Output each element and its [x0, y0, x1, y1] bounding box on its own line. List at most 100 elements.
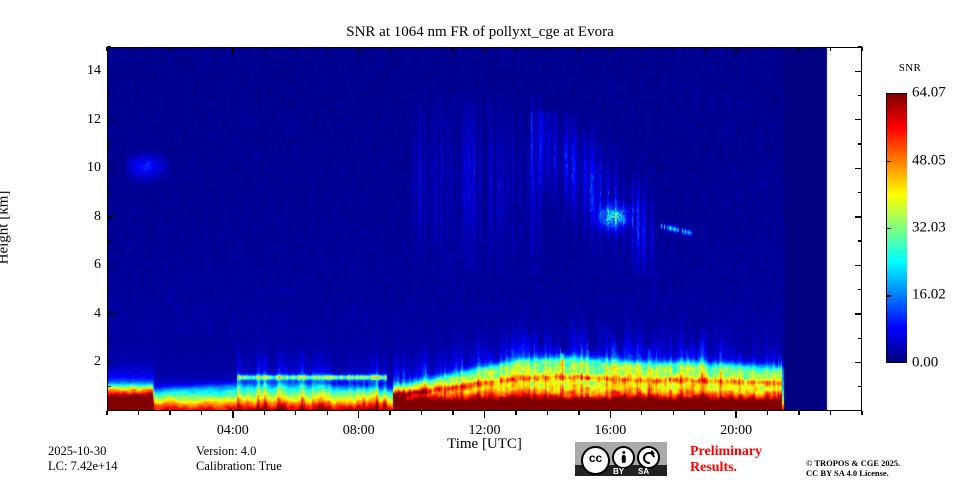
x-tick-mark-top	[735, 47, 737, 54]
date-label: 2025-10-30	[48, 444, 107, 458]
y-tick-label: 12	[87, 111, 101, 127]
colorbar-gradient	[887, 94, 907, 362]
y-tick-mark	[855, 264, 862, 267]
x-tick-mark-top	[515, 47, 517, 51]
y-tick-mark	[858, 386, 862, 388]
x-tick-mark-top	[672, 47, 674, 51]
x-axis-label: Time [UTC]	[447, 436, 522, 452]
x-tick-mark-top	[704, 47, 706, 51]
y-tick-mark	[107, 143, 111, 145]
x-tick-mark	[483, 411, 486, 418]
x-tick-mark	[389, 411, 391, 415]
cc-badge-bar	[575, 465, 667, 476]
x-tick-mark-top	[200, 47, 203, 51]
y-tick-mark	[107, 46, 111, 48]
y-tick-mark	[858, 240, 862, 242]
x-tick-mark	[452, 411, 454, 415]
attribution-person-icon	[612, 446, 635, 469]
x-tick-mark	[232, 411, 234, 418]
y-tick-mark	[855, 119, 862, 121]
preliminary-results-note: Preliminary Results.	[690, 444, 762, 476]
y-tick-mark	[855, 313, 862, 315]
x-tick-mark-top	[295, 47, 297, 51]
y-tick-mark	[107, 361, 114, 364]
y-tick-mark	[858, 94, 862, 97]
x-tick-mark	[357, 411, 360, 418]
y-tick-mark	[107, 337, 111, 339]
x-tick-mark-top	[766, 47, 769, 51]
y-tick-label: 8	[94, 208, 101, 224]
y-tick-label: 4	[94, 305, 101, 321]
x-tick-mark	[137, 411, 140, 415]
x-tick-mark-top	[137, 47, 140, 51]
x-tick-label: 12:00	[468, 423, 501, 438]
y-tick-label: 10	[87, 160, 101, 176]
x-tick-mark	[704, 411, 706, 415]
y-tick-mark	[107, 313, 114, 315]
x-tick-mark	[766, 411, 769, 415]
x-tick-label: 04:00	[216, 423, 249, 438]
x-tick-mark-top	[389, 47, 391, 51]
y-tick-label: 14	[87, 63, 101, 79]
y-tick-mark	[107, 119, 114, 121]
copyright-line-2: CC BY SA 4.0 License.	[806, 468, 889, 478]
colorbar-title: SNR	[898, 62, 922, 74]
y-tick-mark	[855, 361, 862, 364]
x-tick-mark-top	[609, 47, 612, 54]
colorbar-tick-mark	[886, 160, 891, 162]
colorbar-tick-label: 64.07	[912, 84, 946, 101]
y-tick-mark	[107, 191, 111, 194]
colorbar-tick-label: 48.05	[912, 152, 946, 168]
copyright-notice: © TROPOS & CGE 2025. CC BY SA 4.0 Licens…	[806, 458, 900, 478]
x-tick-mark-top	[829, 47, 832, 51]
y-tick-label: 6	[94, 257, 101, 273]
x-tick-mark	[169, 411, 171, 415]
heatmap-plot-area	[108, 48, 844, 410]
y-axis-label: Height [km]	[0, 190, 12, 265]
no-data-gap-region	[844, 48, 861, 410]
y-tick-mark	[858, 191, 862, 194]
colorbar-tick-label: 32.03	[912, 219, 946, 236]
page-title: SNR at 1064 nm FR of pollyxt_cge at Evor…	[346, 24, 614, 40]
x-tick-label: 20:00	[720, 423, 753, 438]
y-tick-mark	[858, 46, 862, 48]
y-tick-mark	[107, 167, 114, 170]
y-tick-mark	[107, 386, 111, 388]
x-tick-mark-top	[578, 47, 580, 51]
y-tick-mark	[855, 216, 862, 218]
x-tick-mark-top	[357, 47, 360, 54]
x-tick-mark	[106, 411, 108, 415]
x-tick-mark	[295, 411, 297, 415]
x-tick-mark	[672, 411, 674, 415]
y-tick-mark	[107, 240, 111, 242]
y-tick-mark	[107, 70, 114, 72]
x-tick-mark-top	[641, 47, 643, 51]
y-axis: Height [km]	[0, 0, 22, 364]
x-tick-mark	[578, 411, 580, 415]
x-tick-mark-top	[106, 47, 108, 51]
lidar-constant-label: LC: 7.42e+14	[48, 459, 118, 473]
colorbar	[886, 93, 907, 363]
x-tick-mark	[420, 411, 423, 415]
x-tick-label: 16:00	[594, 423, 627, 438]
x-tick-mark	[515, 411, 517, 415]
share-alike-icon	[637, 446, 660, 469]
creative-commons-badge: cc BY SA	[575, 442, 667, 476]
colorbar-tick-label: 0.00	[912, 354, 939, 371]
y-tick-mark	[858, 337, 862, 339]
cc-icon: cc	[581, 446, 610, 475]
x-tick-mark	[546, 411, 549, 415]
x-tick-mark	[641, 411, 643, 415]
preliminary-line-1: Preliminary	[690, 444, 763, 459]
sa-label: SA	[638, 467, 650, 476]
by-label: BY	[613, 467, 625, 476]
x-tick-mark-top	[861, 47, 863, 51]
x-tick-mark-top	[546, 47, 549, 51]
x-tick-mark	[798, 411, 800, 415]
x-tick-mark-top	[263, 47, 265, 51]
preliminary-line-2: Results.	[690, 460, 738, 475]
y-tick-mark	[858, 143, 862, 145]
y-tick-mark	[107, 94, 111, 97]
x-tick-mark	[829, 411, 832, 415]
